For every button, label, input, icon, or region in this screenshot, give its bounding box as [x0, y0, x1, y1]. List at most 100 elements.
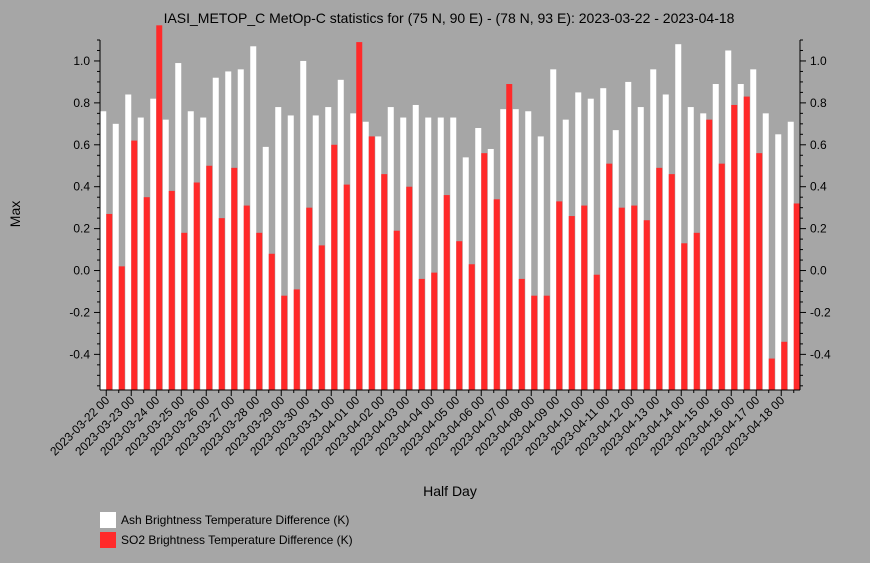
- bar-so2: [506, 84, 513, 390]
- bar-so2: [743, 96, 750, 390]
- bar-so2: [331, 144, 338, 390]
- bar-ash: [412, 104, 419, 390]
- bar-so2: [131, 140, 138, 390]
- bar-so2: [168, 190, 175, 390]
- bar-so2: [593, 274, 600, 390]
- bar-so2: [656, 167, 663, 390]
- bar-ash: [600, 88, 607, 390]
- bar-so2: [706, 119, 713, 390]
- bar-so2: [418, 278, 425, 390]
- bar-ash: [675, 44, 682, 390]
- bar-ash: [400, 117, 407, 390]
- bar-ash: [337, 79, 344, 390]
- bar-so2: [431, 272, 438, 390]
- bar-ash: [250, 46, 257, 390]
- bar-ash: [475, 128, 482, 390]
- bar-so2: [206, 165, 213, 390]
- bar-ash: [300, 60, 307, 391]
- bar-so2: [581, 205, 588, 390]
- bar-so2: [393, 230, 400, 390]
- bar-so2: [531, 295, 538, 390]
- bar-so2: [668, 174, 675, 390]
- bar-so2: [456, 241, 463, 390]
- y-tick-label-right: 0.2: [810, 222, 827, 236]
- legend-swatch-so2: [100, 532, 116, 548]
- bar-so2: [181, 232, 188, 390]
- bar-ash: [287, 115, 294, 390]
- y-tick-label-left: 0.2: [73, 222, 90, 236]
- bar-ash: [625, 81, 632, 391]
- bar-ash: [550, 69, 557, 390]
- y-tick-label-right: -0.2: [810, 305, 831, 319]
- y-tick-label-right: 0.8: [810, 96, 827, 110]
- bar-ash: [562, 119, 569, 390]
- bar-so2: [718, 163, 725, 390]
- bar-ash: [500, 109, 507, 390]
- y-tick-label-right: 0.6: [810, 138, 827, 152]
- bar-ash: [737, 84, 744, 390]
- bar-ash: [112, 123, 119, 390]
- bar-ash: [212, 77, 219, 390]
- bar-ash: [537, 136, 544, 390]
- bar-so2: [481, 153, 488, 390]
- bar-so2: [356, 42, 363, 390]
- bar-so2: [556, 201, 563, 390]
- bar-ash: [100, 111, 107, 390]
- bar-ash: [262, 146, 269, 390]
- bar-ash: [275, 107, 282, 390]
- bar-ash: [575, 92, 582, 391]
- bar-ash: [487, 148, 494, 390]
- legend-label-ash: Ash Brightness Temperature Difference (K…: [121, 513, 349, 527]
- bar-so2: [568, 216, 575, 390]
- bar-ash: [362, 121, 369, 391]
- bar-ash: [787, 121, 794, 391]
- bar-so2: [318, 245, 325, 390]
- bar-so2: [681, 243, 688, 390]
- y-axis-label: Max: [7, 201, 23, 227]
- bar-ash: [237, 69, 244, 390]
- bar-so2: [793, 203, 800, 390]
- bar-ash: [387, 107, 394, 390]
- bar-so2: [606, 163, 613, 390]
- bar-so2: [781, 341, 788, 390]
- bar-ash: [587, 98, 594, 391]
- legend-swatch-ash: [100, 512, 116, 528]
- bar-ash: [125, 94, 132, 391]
- bar-so2: [693, 232, 700, 390]
- bar-so2: [243, 205, 250, 390]
- bar-ash: [312, 115, 319, 390]
- bar-so2: [343, 184, 350, 390]
- bar-ash: [650, 69, 657, 390]
- y-tick-label-left: -0.4: [69, 347, 90, 361]
- bar-ash: [762, 113, 769, 390]
- bar-so2: [306, 207, 313, 390]
- bar-so2: [543, 295, 550, 390]
- bar-ash: [425, 117, 432, 390]
- bar-so2: [106, 213, 113, 390]
- y-tick-label-left: 0.8: [73, 96, 90, 110]
- bar-ash: [712, 84, 719, 390]
- bar-ash: [637, 107, 644, 390]
- y-tick-label-right: -0.4: [810, 347, 831, 361]
- bar-so2: [406, 186, 413, 390]
- bar-so2: [618, 207, 625, 390]
- axes-layer: [99, 40, 801, 391]
- y-tick-label-left: 0.6: [73, 138, 90, 152]
- bar-so2: [143, 197, 150, 390]
- bar-so2: [756, 153, 763, 390]
- legend: Ash Brightness Temperature Difference (K…: [100, 512, 353, 548]
- bar-ash: [687, 107, 694, 390]
- bar-so2: [256, 232, 263, 390]
- bar-ash: [450, 117, 457, 390]
- y-tick-label-left: 0.0: [73, 264, 90, 278]
- y-tick-label-right: 1.0: [810, 54, 827, 68]
- bars-layer: [100, 25, 800, 391]
- bar-ash: [200, 117, 207, 390]
- bar-ash: [137, 117, 144, 390]
- bar-ash: [325, 107, 332, 390]
- bar-ash: [375, 136, 382, 390]
- bar-ash: [750, 69, 757, 390]
- y-tick-label-right: 0.0: [810, 264, 827, 278]
